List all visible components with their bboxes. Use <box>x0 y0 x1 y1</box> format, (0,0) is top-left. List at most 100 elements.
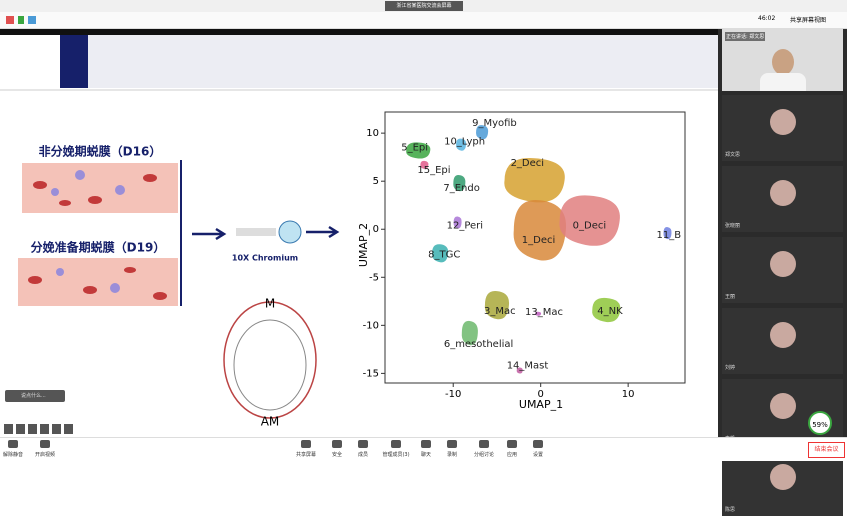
participant-name: 郑文思 <box>725 152 741 158</box>
shared-slide: 非分娩期蜕膜（D16） 分娩准备期蜕膜（D19） 10X Chromium M … <box>0 29 718 437</box>
cluster <box>406 142 431 159</box>
toolbar-icon[interactable] <box>507 440 517 448</box>
avatar <box>770 180 796 206</box>
cluster-label: 6_mesothelial <box>444 339 513 350</box>
cluster <box>535 311 542 316</box>
cluster <box>453 175 466 192</box>
toolbar-icon[interactable] <box>40 440 50 448</box>
toolbar-icon[interactable] <box>301 440 311 448</box>
cluster-label: 3_Mac <box>484 306 516 317</box>
avatar <box>770 464 796 490</box>
participant-name: 王丽 <box>725 294 736 300</box>
cluster <box>592 297 621 323</box>
participant-name: 张晓丽 <box>725 223 741 229</box>
cluster-label: 12_Peri <box>447 221 483 232</box>
x-tick-label: 0 <box>537 389 543 400</box>
participant-panel: 正在讲话: 郑文思 郑文思张晓丽王丽刘婷李凯陈思 <box>718 29 847 516</box>
toolbar-icon[interactable] <box>479 440 489 448</box>
toolbar-icon[interactable] <box>358 440 368 448</box>
view-button[interactable]: 共享屏幕视图 <box>790 17 827 24</box>
y-tick-label: 0 <box>373 224 379 235</box>
toolbar-icon[interactable] <box>447 440 457 448</box>
slide-top-strip <box>0 29 718 35</box>
cluster <box>663 227 672 240</box>
cluster-label: 5_Epi <box>401 142 428 153</box>
toolbar-icon[interactable] <box>421 440 431 448</box>
speaking-label: 正在讲话: 郑文思 <box>725 32 766 41</box>
toolbar-label[interactable]: 设置 <box>532 452 543 458</box>
cluster-label: 14_Mast <box>507 361 549 372</box>
toolbar-icon[interactable] <box>8 440 18 448</box>
slide-canvas: 非分娩期蜕膜（D16） 分娩准备期蜕膜（D19） 10X Chromium M … <box>0 29 718 429</box>
arrow <box>192 227 227 241</box>
end-meeting[interactable]: 结束会议 <box>808 442 845 458</box>
toolbar-label[interactable]: 聊天 <box>420 452 431 458</box>
cluster <box>461 320 478 346</box>
droplet <box>278 220 302 244</box>
diagram-label: M <box>265 297 275 311</box>
comment-input[interactable]: 说点什么... <box>5 390 65 402</box>
cluster-label: 11_B <box>657 230 682 241</box>
status-bar: 46:02 共享屏幕视图 <box>0 12 847 29</box>
toolbar-label[interactable]: 解除静音 <box>2 452 23 458</box>
cluster-label: 15_Epi <box>417 165 450 176</box>
speaker-video: 正在讲话: 郑文思 <box>722 29 843 91</box>
cluster-label: 4_NK <box>597 306 623 317</box>
toolbar-label[interactable]: 安全 <box>331 452 342 458</box>
cluster-label: 1_Deci <box>522 235 556 246</box>
header-block <box>60 35 88 88</box>
participant-tile: 郑文思 <box>722 95 843 161</box>
cluster <box>453 216 462 229</box>
toolbar-label[interactable]: 开启视频 <box>34 452 55 458</box>
y-tick-label: 10 <box>366 128 379 139</box>
cluster <box>420 160 429 169</box>
participant-tile: 刘婷 <box>722 308 843 374</box>
cluster <box>504 158 565 203</box>
chip <box>236 228 276 236</box>
toolbar-label[interactable]: 共享屏幕 <box>295 452 316 458</box>
diagram-label: AM <box>261 415 280 429</box>
cluster-label: 7_Endo <box>443 183 479 194</box>
cluster-label: 0_Deci <box>573 221 607 232</box>
cluster <box>476 125 489 140</box>
shirt <box>760 73 806 91</box>
uterus-diagram <box>223 301 317 419</box>
slide-nav[interactable] <box>4 424 74 434</box>
avatar <box>770 251 796 277</box>
y-tick-label: 5 <box>373 176 379 187</box>
toolbar-label[interactable]: 成员 <box>357 452 368 458</box>
toolbar-icon[interactable] <box>332 440 342 448</box>
cells <box>33 174 157 206</box>
toolbar-icon[interactable] <box>533 440 543 448</box>
avatar <box>770 393 796 419</box>
header-band <box>88 35 718 88</box>
immune-cells <box>56 268 120 293</box>
window-title: 浙江省某医院交流会屏幕 <box>385 1 463 11</box>
timer: 46:02 <box>758 15 776 22</box>
toolbar: 结束会议 解除静音 开启视频 共享屏幕 安全 成员 管理成员(3) 聊天 录制 分组讨论 应用 设置 <box>0 437 847 461</box>
toolbar-label[interactable]: 管理成员(3) <box>382 452 410 458</box>
y-axis-title: UMAP_2 <box>357 223 370 267</box>
window-bar: 浙江省某医院交流会屏幕 <box>0 0 847 12</box>
toolbar-label[interactable]: 应用 <box>506 452 517 458</box>
uterus-inner <box>233 319 307 411</box>
chromium-label: 10X Chromium <box>232 254 298 263</box>
avatar <box>770 322 796 348</box>
toolbar-label[interactable]: 录制 <box>446 452 457 458</box>
participant-name: 刘婷 <box>725 365 736 371</box>
cluster-label: 8_TGC <box>428 249 460 260</box>
cluster <box>432 244 449 263</box>
cells <box>28 267 167 300</box>
x-tick-label: 10 <box>622 389 635 400</box>
participant-name: 陈思 <box>725 507 736 513</box>
cluster <box>484 291 510 320</box>
toolbar-icon[interactable] <box>391 440 401 448</box>
tissue-image <box>18 258 178 306</box>
sample-label: 分娩准备期蜕膜（D19） <box>31 240 166 255</box>
participant-tile: 张晓丽 <box>722 166 843 232</box>
status-icons <box>6 16 36 24</box>
cluster-label: 9_Myofib <box>472 118 517 129</box>
arrow <box>306 225 340 239</box>
toolbar-label[interactable]: 分组讨论 <box>473 452 494 458</box>
